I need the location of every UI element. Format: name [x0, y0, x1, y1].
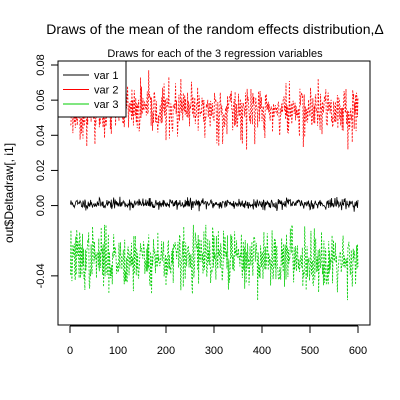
y-tick-label: 0.00 — [35, 195, 47, 216]
x-tick-label: 600 — [349, 345, 367, 357]
x-tick-label: 300 — [205, 345, 223, 357]
x-tick-label: 200 — [157, 345, 175, 357]
axes-layer: 0 100 200 300 400 500 600 -0.04 0.00 0.02 0.04 0.06… — [35, 54, 367, 357]
series-line-1 — [70, 196, 359, 212]
y-axis-label: out$Deltadraw[, i1] — [2, 143, 16, 243]
legend-label-1: var 1 — [94, 70, 118, 82]
y-tick-label: 0.06 — [35, 89, 47, 110]
x-tick-label: 500 — [301, 345, 319, 357]
x-tick-label: 400 — [253, 345, 271, 357]
plot-box — [57, 60, 371, 326]
series-line-3 — [70, 224, 359, 301]
legend-label-3: var 3 — [94, 99, 118, 111]
legend-label-2: var 2 — [94, 85, 118, 97]
y-tick-label: 0.08 — [35, 54, 47, 75]
legend: var 1 var 2 var 3 — [57, 60, 127, 118]
chart-subtitle: Draws for each of the 3 regression varia… — [107, 48, 323, 60]
chart-title: Draws of the mean of the random effects … — [46, 21, 383, 37]
y-tick-label: 0.02 — [35, 160, 47, 181]
y-tick-label: -0.04 — [35, 263, 47, 288]
y-tick-label: 0.04 — [35, 125, 47, 146]
x-tick-label: 100 — [109, 345, 127, 357]
x-tick-label: 0 — [67, 345, 73, 357]
